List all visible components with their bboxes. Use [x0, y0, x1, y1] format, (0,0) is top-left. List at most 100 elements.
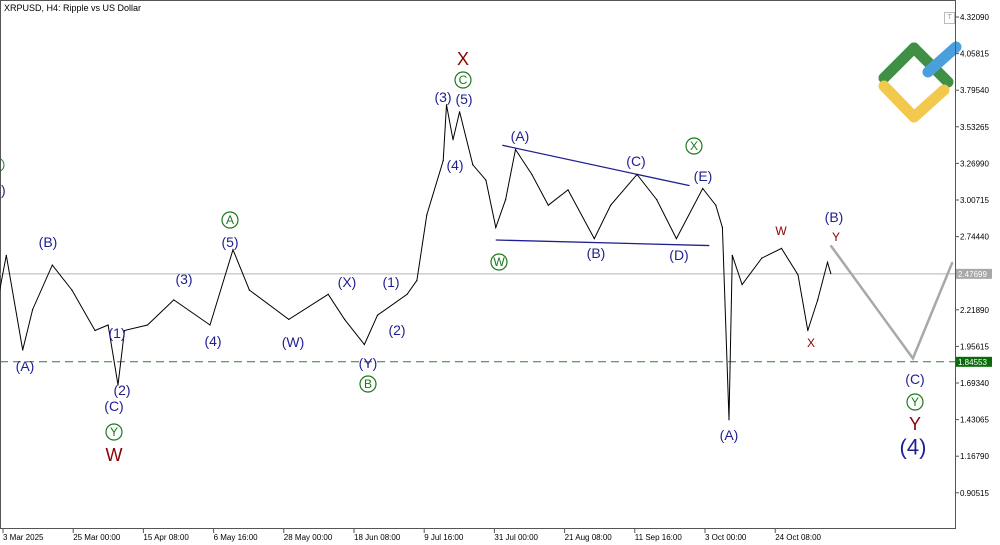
y-tick-label: 2.21890	[960, 306, 989, 315]
price-point	[406, 293, 408, 295]
wave-label: (3)	[175, 271, 192, 287]
price-point	[547, 204, 549, 206]
price-point	[248, 289, 250, 291]
wave-label: (2)	[388, 322, 405, 338]
forecast-point	[912, 357, 914, 360]
price-point	[94, 329, 96, 332]
support-level-tag	[956, 356, 992, 367]
y-tick-label: 4.32090	[960, 13, 989, 22]
wave-label: X	[457, 49, 469, 69]
y-tick-label: 1.16790	[960, 452, 989, 461]
price-point	[495, 226, 497, 229]
x-tick-label: 6 May 16:00	[214, 533, 259, 542]
forecast-point	[830, 244, 832, 247]
wave-label: (D)	[669, 247, 688, 263]
forecast-point	[951, 261, 953, 263]
trade-button[interactable]: T	[944, 12, 955, 24]
price-point	[780, 247, 783, 249]
wave-label: (3)	[434, 89, 451, 105]
triangle-trendline[interactable]	[502, 144, 690, 187]
wave-label: (5)	[455, 91, 472, 107]
x-tick-label: 28 May 00:00	[284, 533, 333, 542]
price-point	[807, 329, 809, 332]
wave-label: (W)	[282, 334, 305, 350]
price-point	[5, 254, 7, 256]
wave-label: (Y)	[359, 355, 378, 371]
wave-label: (C)	[104, 398, 123, 414]
wave-label: (1)	[108, 325, 125, 341]
x-tick-label: 18 Jun 08:00	[354, 533, 401, 542]
y-tick-label: 2.74440	[960, 233, 989, 242]
price-point	[505, 199, 507, 201]
wave-label: Y	[832, 230, 840, 244]
price-point	[514, 148, 517, 151]
wave-label: C	[459, 73, 468, 87]
x-tick-label: 15 Apr 08:00	[143, 533, 189, 542]
y-tick-label: 4.05815	[960, 50, 989, 59]
price-point	[741, 283, 743, 286]
wave-label: (C)	[0, 182, 6, 198]
price-point	[636, 173, 638, 176]
y-tick-label: 3.53265	[960, 123, 989, 132]
price-point	[531, 173, 533, 176]
price-point	[656, 199, 658, 201]
price-point	[71, 289, 73, 291]
x-tick-label: 11 Sep 16:00	[635, 533, 683, 542]
wave-label: (X)	[338, 274, 357, 290]
price-point	[826, 261, 829, 263]
wave-label: Y	[909, 414, 921, 434]
triangle-trendline[interactable]	[495, 239, 710, 247]
wave-label: (E)	[694, 168, 713, 184]
plot-area	[0, 0, 956, 529]
price-point	[715, 204, 717, 206]
price-point	[728, 419, 730, 421]
price-point	[761, 257, 763, 259]
price-point	[344, 318, 346, 320]
wave-label: W	[775, 224, 787, 238]
wave-label: (4)	[900, 435, 927, 460]
price-point	[442, 160, 444, 162]
price-point	[31, 309, 34, 311]
price-point	[107, 324, 109, 326]
y-tick-label: 3.26990	[960, 159, 989, 168]
wave-label-circle	[906, 393, 924, 411]
wave-label: (A)	[720, 427, 739, 443]
wave-label: (B)	[39, 234, 58, 250]
price-point	[123, 329, 126, 332]
price-point	[232, 249, 234, 251]
price-point	[327, 293, 329, 295]
price-point	[485, 179, 487, 181]
x-tick-label: 3 Mar 2025	[3, 533, 44, 542]
y-tick-label: 1.69340	[960, 379, 989, 388]
x-tick-label: 21 Aug 08:00	[565, 533, 613, 542]
wave-label-circle	[454, 71, 472, 89]
price-point	[117, 384, 119, 386]
price-point	[817, 299, 819, 301]
x-tick-label: 25 Mar 00:00	[73, 533, 121, 542]
y-tick-label: 1.43065	[960, 416, 989, 425]
wave-label: (A)	[16, 358, 35, 374]
price-point	[472, 164, 474, 166]
wave-label: B	[364, 377, 372, 391]
wave-label: (C)	[905, 371, 924, 387]
price-point	[675, 238, 678, 240]
brand-logo	[878, 41, 962, 123]
wave-label: W	[106, 445, 123, 465]
price-point	[146, 324, 149, 326]
wave-label: (1)	[382, 274, 399, 290]
x-tick-label: 3 Oct 00:00	[705, 533, 747, 542]
wave-label: Y	[911, 395, 919, 409]
price-point	[209, 324, 211, 326]
wave-label: A	[226, 213, 234, 227]
price-point	[288, 318, 290, 320]
wave-label: W	[493, 255, 505, 269]
wave-label: (A)	[511, 128, 530, 144]
wave-label-circle	[359, 375, 377, 393]
price-point	[459, 111, 461, 113]
x-tick-label: 9 Jul 16:00	[424, 533, 464, 542]
wave-label-circle	[105, 423, 123, 441]
price-point	[173, 299, 175, 301]
y-tick-label: 0.90515	[960, 489, 989, 498]
price-point	[445, 104, 448, 106]
